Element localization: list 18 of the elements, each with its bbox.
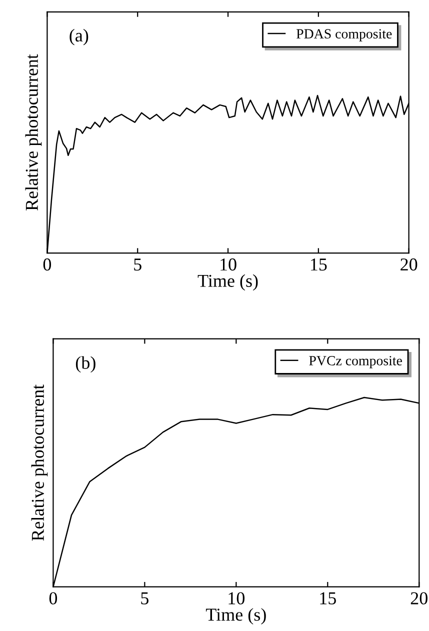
y-axis-title: Relative photocurrent <box>31 384 48 541</box>
y-axis-title: Relative photocurrent <box>25 54 42 210</box>
x-tick-label: 10 <box>228 592 245 604</box>
x-tick-label: 15 <box>310 258 327 271</box>
x-tick-label: 0 <box>49 592 58 604</box>
x-tick-label: 20 <box>410 592 428 604</box>
x-tick-label: 10 <box>220 258 236 271</box>
x-tick-label: 5 <box>134 258 142 271</box>
x-axis-title: Time (s) <box>206 608 266 624</box>
legend-label: PVCz composite <box>309 356 402 368</box>
x-tick-label: 20 <box>400 258 418 271</box>
text: (a) <box>70 28 88 46</box>
x-axis-title: Time (s) <box>198 274 258 291</box>
x-tick-label: 15 <box>320 592 336 604</box>
x-tick-label: 5 <box>141 592 148 604</box>
text: (b) <box>76 356 96 373</box>
legend-label: PDAS composite <box>296 29 392 42</box>
x-tick-label: 0 <box>43 258 52 271</box>
